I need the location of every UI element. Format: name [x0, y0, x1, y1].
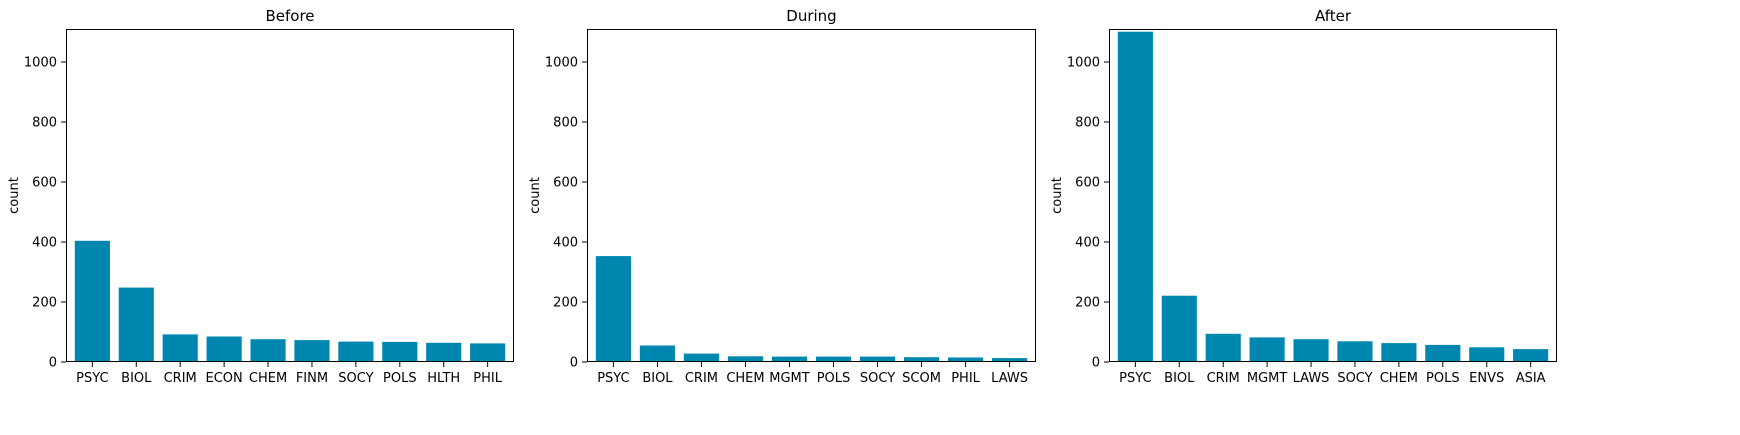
- y-tick-label: 0: [570, 356, 578, 371]
- bar-socy: [338, 341, 374, 362]
- x-tick-label: BIOL: [121, 371, 152, 386]
- bar-crim: [1205, 333, 1241, 362]
- bar-finm: [294, 340, 330, 362]
- x-tick-label: PHIL: [473, 371, 502, 386]
- bar-econ: [206, 336, 242, 362]
- x-tick-label: CHEM: [726, 371, 764, 386]
- bar-biol: [639, 345, 676, 362]
- x-tick-label: CHEM: [249, 371, 287, 386]
- bar-phil: [470, 343, 506, 362]
- x-tick-label: POLS: [383, 371, 417, 386]
- bar-scom: [903, 357, 940, 362]
- y-axis-label: count: [528, 177, 543, 214]
- bar-chem: [250, 339, 286, 362]
- x-tick-label: CHEM: [1380, 371, 1418, 386]
- x-tick-label: ECON: [205, 371, 242, 386]
- chart-panel-before: 0 200 400 600 800 1000 PSYC BIOL CRIM ECON CHEM FIN…: [7, 7, 514, 386]
- x-tick-label: PSYC: [1119, 371, 1151, 386]
- chart-panel-during: 0 200 400 600 800 1000 PSYC BIOL CRIM CHEM MGMT POL…: [528, 7, 1036, 386]
- y-tick-label: 400: [1075, 236, 1100, 251]
- bar-envs: [1469, 347, 1505, 362]
- bar-crim: [162, 334, 198, 362]
- chart-title: After: [1315, 7, 1352, 25]
- x-tick-label: LAWS: [991, 371, 1028, 386]
- bar-pols: [815, 356, 852, 362]
- bar-mgmt: [771, 356, 808, 362]
- bar-pols: [1425, 344, 1461, 362]
- x-tick-label: SCOM: [902, 371, 941, 386]
- bar-chem: [727, 356, 764, 362]
- y-tick-label: 200: [32, 296, 57, 311]
- y-tick-label: 1000: [24, 56, 57, 71]
- bar-psyc: [595, 256, 632, 362]
- y-tick-label: 400: [553, 236, 578, 251]
- bar-hlth: [426, 342, 462, 362]
- x-tick-label: SOCY: [1337, 371, 1372, 386]
- y-tick-label: 0: [1092, 356, 1100, 371]
- x-tick-label: PHIL: [951, 371, 980, 386]
- y-tick-label: 1000: [1067, 56, 1100, 71]
- bar-crim: [683, 353, 720, 362]
- bar-socy: [1337, 341, 1373, 362]
- x-tick-label: MGMT: [1247, 371, 1288, 386]
- bar-laws: [991, 358, 1028, 362]
- y-tick-label: 1000: [545, 56, 578, 71]
- x-tick-label: CRIM: [164, 371, 197, 386]
- bar-phil: [947, 357, 984, 362]
- x-tick-label: SOCY: [338, 371, 373, 386]
- bar-mgmt: [1249, 337, 1285, 362]
- y-tick-label: 800: [553, 116, 578, 131]
- y-axis-label: count: [1050, 177, 1065, 214]
- x-tick-label: HLTH: [427, 371, 460, 386]
- chart-title: Before: [265, 7, 314, 25]
- axes-frame: [66, 29, 514, 362]
- x-tick-label: SOCY: [860, 371, 895, 386]
- x-tick-label: PSYC: [76, 371, 108, 386]
- axes-frame: [587, 29, 1036, 362]
- y-tick-label: 400: [32, 236, 57, 251]
- y-tick-label: 800: [32, 116, 57, 131]
- x-tick-label: CRIM: [1207, 371, 1240, 386]
- bar-laws: [1293, 339, 1329, 362]
- chart-panel-after: 0 200 400 600 800 1000 PSYC BIOL CRIM MGMT LAWS SOC…: [1050, 7, 1557, 386]
- y-tick-label: 200: [553, 296, 578, 311]
- bar-asia: [1513, 349, 1549, 362]
- y-tick-label: 600: [553, 176, 578, 191]
- x-tick-label: ENVS: [1469, 371, 1504, 386]
- x-tick-label: PSYC: [597, 371, 629, 386]
- x-tick-label: CRIM: [685, 371, 718, 386]
- bar-chem: [1381, 343, 1417, 362]
- x-tick-label: FINM: [296, 371, 328, 386]
- bar-socy: [859, 356, 896, 362]
- x-tick-label: MGMT: [769, 371, 810, 386]
- bar-pols: [382, 341, 418, 362]
- y-axis-label: count: [7, 177, 22, 214]
- bar-psyc: [74, 240, 110, 362]
- x-tick-label: POLS: [817, 371, 851, 386]
- y-tick-label: 800: [1075, 116, 1100, 131]
- axes-frame: [1109, 29, 1557, 362]
- bar-biol: [1161, 295, 1197, 362]
- y-tick-label: 200: [1075, 296, 1100, 311]
- y-tick-label: 600: [1075, 176, 1100, 191]
- bar-psyc: [1117, 31, 1153, 362]
- x-tick-label: BIOL: [1164, 371, 1195, 386]
- y-tick-label: 0: [49, 356, 57, 371]
- x-tick-label: BIOL: [642, 371, 673, 386]
- x-tick-label: ASIA: [1516, 371, 1546, 386]
- bar-biol: [118, 287, 154, 362]
- y-tick-label: 600: [32, 176, 57, 191]
- chart-title: During: [786, 7, 836, 25]
- x-tick-label: POLS: [1426, 371, 1460, 386]
- x-tick-label: LAWS: [1293, 371, 1330, 386]
